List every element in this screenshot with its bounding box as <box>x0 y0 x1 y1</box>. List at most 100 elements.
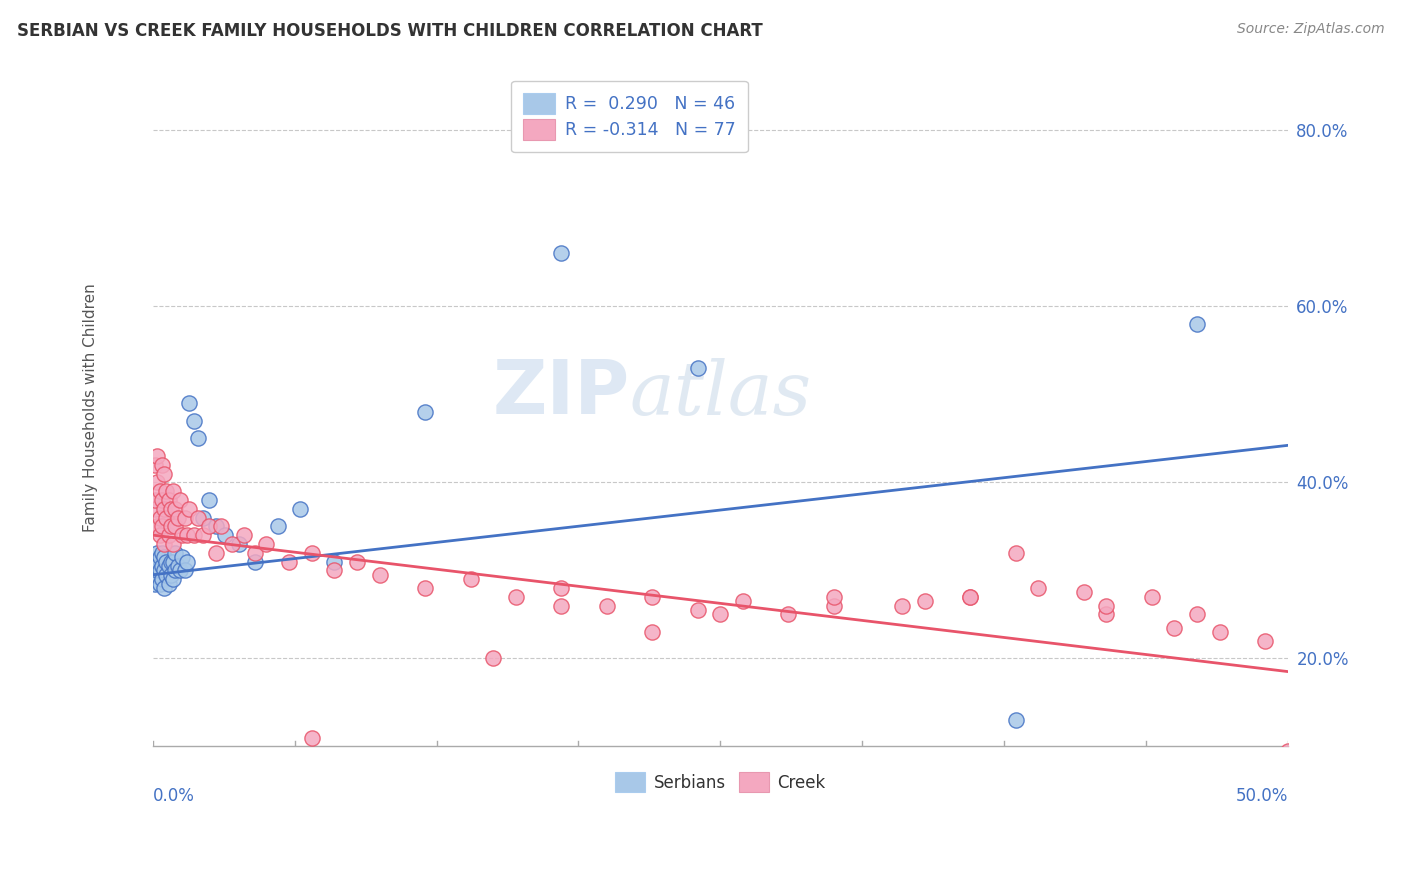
Point <box>1026 581 1049 595</box>
Point <box>165 519 187 533</box>
Point <box>148 576 170 591</box>
Point <box>148 510 170 524</box>
Point <box>243 546 266 560</box>
Point <box>187 431 209 445</box>
Point <box>232 528 254 542</box>
Point <box>146 546 169 560</box>
Point <box>172 528 194 542</box>
Point <box>641 624 664 639</box>
Point <box>165 501 187 516</box>
Point <box>413 581 436 595</box>
Point <box>209 519 232 533</box>
Point <box>153 501 176 516</box>
Point <box>323 555 346 569</box>
Point <box>150 546 173 560</box>
Point <box>778 607 800 622</box>
Point <box>1185 317 1208 331</box>
Point <box>157 528 180 542</box>
Point <box>823 599 845 613</box>
Point <box>1277 744 1299 758</box>
Text: Source: ZipAtlas.com: Source: ZipAtlas.com <box>1237 22 1385 37</box>
Point <box>155 567 177 582</box>
Point <box>148 563 170 577</box>
Point <box>1140 590 1163 604</box>
Point <box>157 492 180 507</box>
Point <box>153 467 176 481</box>
Point <box>177 396 200 410</box>
Point <box>173 510 195 524</box>
Point <box>150 458 173 472</box>
Point <box>191 510 214 524</box>
Point <box>198 519 221 533</box>
Point <box>254 537 277 551</box>
Point <box>368 567 391 582</box>
Point <box>290 501 312 516</box>
Point <box>153 550 176 565</box>
Point <box>166 558 188 573</box>
Point <box>143 576 166 591</box>
Point <box>1004 546 1026 560</box>
Point <box>301 546 323 560</box>
Text: SERBIAN VS CREEK FAMILY HOUSEHOLDS WITH CHILDREN CORRELATION CHART: SERBIAN VS CREEK FAMILY HOUSEHOLDS WITH … <box>17 22 762 40</box>
Point <box>176 528 198 542</box>
Point <box>550 599 572 613</box>
Point <box>155 484 177 499</box>
Point <box>183 528 205 542</box>
Point <box>165 563 187 577</box>
Point <box>146 519 169 533</box>
Text: 0.0%: 0.0% <box>153 787 194 805</box>
Point <box>959 590 981 604</box>
Point <box>162 537 184 551</box>
Point <box>1209 624 1232 639</box>
Text: ZIP: ZIP <box>492 358 630 431</box>
Point <box>146 475 169 490</box>
Point <box>1163 621 1185 635</box>
Point <box>146 449 169 463</box>
Point <box>505 590 527 604</box>
Point <box>169 563 191 577</box>
Point <box>891 599 914 613</box>
Point <box>346 555 368 569</box>
Point <box>160 501 183 516</box>
Point <box>165 546 187 560</box>
Point <box>1095 607 1118 622</box>
Point <box>169 492 191 507</box>
Point <box>243 555 266 569</box>
Point <box>914 594 936 608</box>
Point <box>157 576 180 591</box>
Point <box>959 590 981 604</box>
Point <box>173 563 195 577</box>
Point <box>146 563 169 577</box>
Point <box>323 563 346 577</box>
Point <box>143 501 166 516</box>
Point <box>413 405 436 419</box>
Text: atlas: atlas <box>630 358 811 430</box>
Point <box>1073 585 1095 599</box>
Point <box>143 492 166 507</box>
Point <box>153 581 176 595</box>
Point <box>482 651 505 665</box>
Point <box>172 550 194 565</box>
Point <box>596 599 619 613</box>
Point <box>1185 607 1208 622</box>
Point <box>155 510 177 524</box>
Point <box>228 537 250 551</box>
Point <box>1095 599 1118 613</box>
Point <box>686 360 709 375</box>
Point <box>148 528 170 542</box>
Point <box>823 590 845 604</box>
Point <box>550 246 572 260</box>
Point <box>155 555 177 569</box>
Point <box>266 519 288 533</box>
Point <box>150 492 173 507</box>
Text: Family Households with Children: Family Households with Children <box>83 283 98 532</box>
Text: 50.0%: 50.0% <box>1236 787 1288 805</box>
Point <box>162 555 184 569</box>
Point <box>177 501 200 516</box>
Point <box>301 731 323 745</box>
Point <box>550 581 572 595</box>
Point <box>153 563 176 577</box>
Legend: Serbians, Creek: Serbians, Creek <box>609 765 832 799</box>
Point <box>148 550 170 565</box>
Point <box>150 558 173 573</box>
